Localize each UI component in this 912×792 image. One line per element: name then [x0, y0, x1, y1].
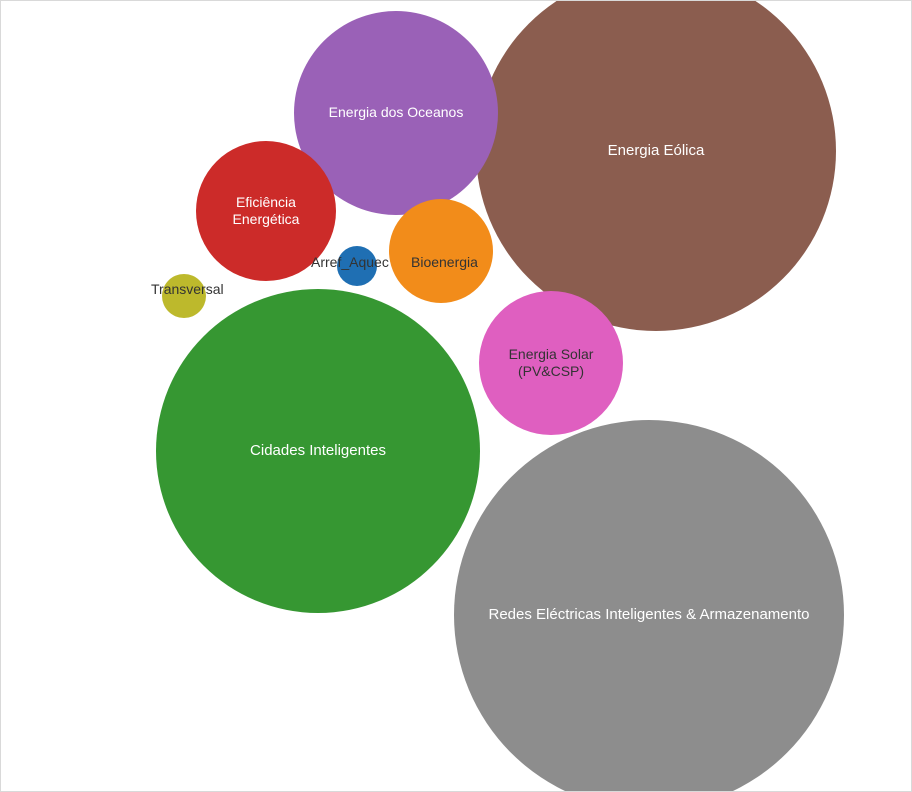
bubble-label-transversal: Transversal — [151, 281, 224, 299]
bubble-label-arref: Arref_Aquec — [311, 254, 389, 272]
bubble-bioenergia — [389, 199, 493, 303]
bubble-label-oceanos: Energia dos Oceanos — [321, 104, 472, 122]
bubble-label-cidades: Cidades Inteligentes — [242, 442, 394, 461]
bubble-label-bioenergia: Bioenergia — [411, 254, 478, 272]
bubble-label-eolica: Energia Eólica — [600, 142, 713, 161]
bubble-redes: Redes Eléctricas Inteligentes & Armazena… — [454, 420, 844, 792]
bubble-label-redes: Redes Eléctricas Inteligentes & Armazena… — [481, 606, 818, 625]
bubble-eolica: Energia Eólica — [476, 0, 836, 331]
bubble-label-eficiencia: Eficiência Energética — [196, 194, 336, 229]
bubble-label-solar: Energia Solar (PV&CSP) — [479, 346, 623, 381]
bubble-cidades: Cidades Inteligentes — [156, 289, 480, 613]
bubble-chart: Energia Eólica Energia dos Oceanos Eficiên… — [0, 0, 912, 792]
bubble-solar: Energia Solar (PV&CSP) — [479, 291, 623, 435]
